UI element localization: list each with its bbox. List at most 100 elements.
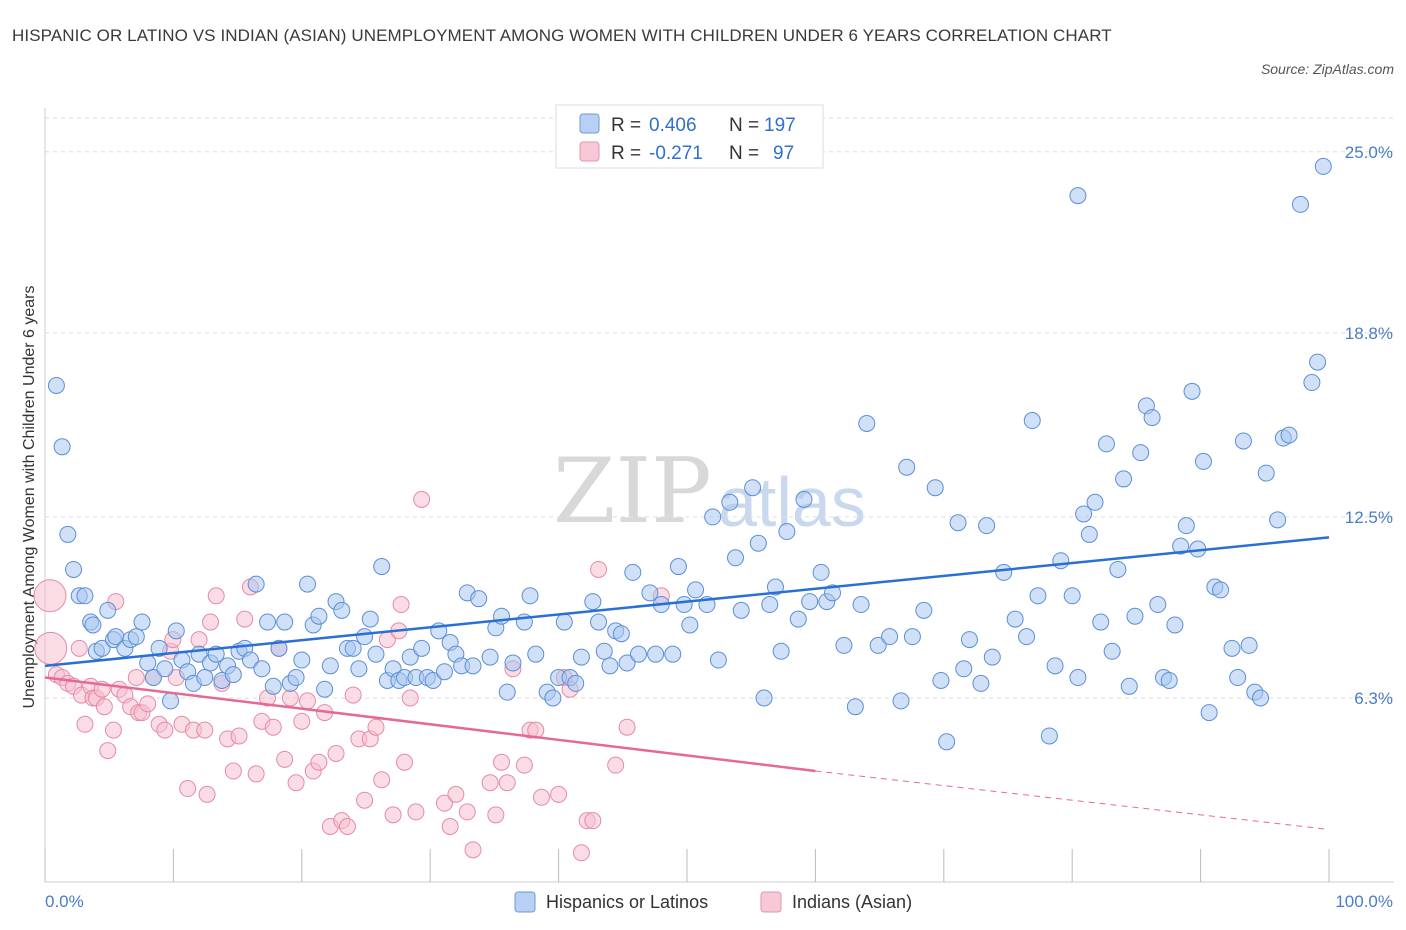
indians-asian-point: [338, 818, 356, 836]
indians-asian-point: [384, 806, 402, 824]
hispanics-trend-line: [44, 536, 1330, 668]
hispanics-point: [333, 601, 351, 619]
indians-asian-point: [407, 803, 425, 821]
hispanics-point: [259, 613, 277, 631]
indians-asian-point: [33, 579, 67, 613]
hispanics-point: [555, 613, 573, 631]
hispanics-point: [795, 490, 813, 508]
y-tick-label-1: 12.5%: [1345, 508, 1393, 527]
hispanics-point: [567, 674, 585, 692]
hispanics-point: [960, 631, 978, 649]
indians-asian-point: [481, 774, 499, 792]
hispanics-point: [196, 669, 214, 687]
indians-asian-point: [396, 753, 414, 771]
indians-asian-point: [127, 669, 145, 687]
hispanics-point: [167, 622, 185, 640]
indians-asian-trend-extension: [815, 770, 1330, 830]
hispanics-point: [1252, 689, 1270, 707]
hispanics-point: [247, 575, 265, 593]
indians-asian-point: [201, 613, 219, 631]
indians-asian-point: [95, 698, 113, 716]
indians-asian-point: [293, 712, 311, 730]
indians-asian-point: [236, 610, 254, 628]
hispanics-point: [915, 601, 933, 619]
y-axis-title: Unemployment Among Women with Children U…: [21, 285, 38, 708]
hispanics-point: [812, 563, 830, 581]
hispanics-point: [464, 657, 482, 675]
hispanics-point: [1069, 669, 1087, 687]
hispanics-point: [144, 669, 162, 687]
hispanics-point: [766, 578, 784, 596]
hispanics-point: [1177, 517, 1195, 535]
hispanics-point: [881, 628, 899, 646]
hispanics-point: [1115, 470, 1133, 488]
indians-asian-point: [281, 689, 299, 707]
hispanics-point: [1029, 587, 1047, 605]
indians-asian-point: [618, 718, 636, 736]
hispanics-point: [601, 657, 619, 675]
indians-asian-point: [458, 803, 476, 821]
hispanics-point: [1092, 613, 1110, 631]
hispanics-point: [1018, 628, 1036, 646]
hispanics-point: [1126, 607, 1144, 625]
hispanics-point: [1303, 374, 1321, 392]
hispanics-point: [299, 575, 317, 593]
hispanics-point: [133, 613, 151, 631]
hispanics-point: [1166, 616, 1184, 634]
bottom-legend-label-pink: Indians (Asian): [792, 892, 912, 912]
y-tick-labels: 6.3% 12.5% 18.8% 25.0%: [1345, 143, 1393, 708]
indians-asian-point: [70, 639, 88, 657]
hispanics-point: [1240, 636, 1258, 654]
hispanics-point: [156, 660, 174, 678]
hispanics-point: [99, 601, 117, 619]
series-legend: Hispanics or Latinos Indians (Asian): [514, 891, 912, 913]
chart-source: Source: ZipAtlas.com: [1260, 61, 1394, 77]
hispanics-point: [721, 493, 739, 511]
indians-asian-point: [198, 785, 216, 803]
hispanics-point: [241, 651, 259, 669]
hispanics-point: [1097, 435, 1115, 453]
grid-lines: [45, 117, 1394, 699]
hispanics-point: [127, 628, 145, 646]
legend-r-value-blue: 0.406: [649, 115, 697, 136]
hispanics-point: [824, 584, 842, 602]
hispanics-point: [224, 666, 242, 684]
indians-asian-point: [498, 774, 516, 792]
hispanics-point: [316, 680, 334, 698]
hispanics-point: [93, 639, 111, 657]
hispanics-point: [749, 534, 767, 552]
hispanics-point: [373, 558, 391, 576]
hispanics-points: [47, 157, 1332, 751]
hispanics-point: [727, 549, 745, 567]
legend-r-value-pink: -0.271: [649, 143, 703, 164]
indians-asian-point: [532, 788, 550, 806]
hispanics-point: [356, 628, 374, 646]
hispanics-point: [1200, 704, 1218, 722]
legend-n-label-pink: N =: [729, 143, 759, 164]
hispanics-point: [1052, 552, 1070, 570]
hispanics-point: [264, 677, 282, 695]
indians-asian-point: [276, 750, 294, 768]
legend-r-label-blue: R =: [611, 115, 641, 136]
hispanics-point: [772, 642, 790, 660]
hispanics-point: [1183, 382, 1201, 400]
indians-asian-point: [190, 631, 208, 649]
hispanics-point: [1309, 353, 1327, 371]
hispanics-point: [53, 438, 71, 456]
hispanics-point: [1314, 157, 1332, 175]
hispanics-point: [846, 698, 864, 716]
hispanics-point: [1212, 581, 1230, 599]
hispanics-point: [1160, 671, 1178, 689]
indians-asian-point: [487, 806, 505, 824]
hispanics-point: [595, 642, 613, 660]
hispanics-point: [1143, 409, 1161, 427]
hispanics-point: [681, 616, 699, 634]
hispanics-point: [1194, 452, 1212, 470]
indians-asian-point: [550, 785, 568, 803]
hispanics-point: [544, 689, 562, 707]
indians-asian-point: [367, 718, 385, 736]
hispanics-point: [778, 523, 796, 541]
hispanics-point: [709, 651, 727, 669]
hispanics-point: [744, 479, 762, 497]
hispanics-point: [932, 671, 950, 689]
